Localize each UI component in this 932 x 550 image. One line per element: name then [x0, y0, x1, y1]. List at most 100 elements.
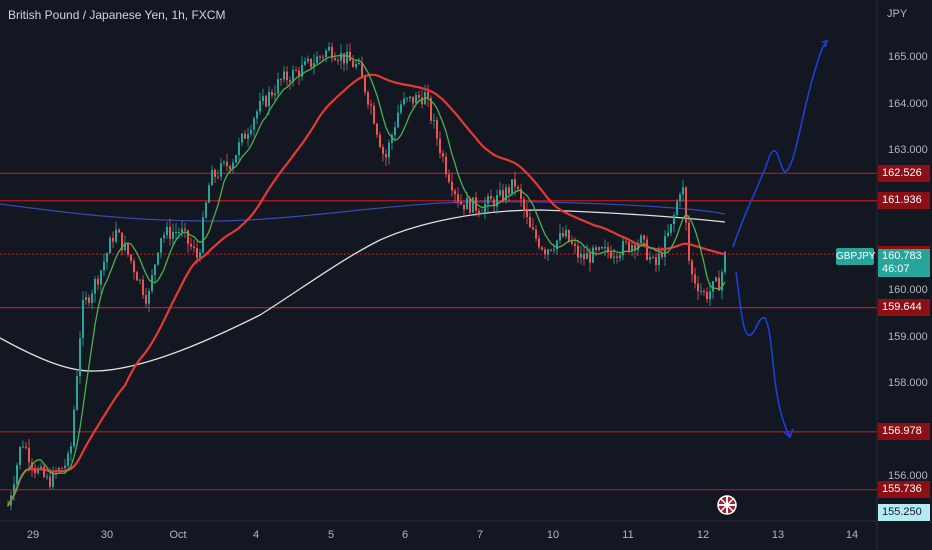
candle-body — [652, 257, 654, 259]
candle-body — [202, 217, 204, 253]
candle-body — [535, 229, 537, 239]
candle-body — [562, 233, 564, 237]
bearish-arrowhead — [783, 428, 794, 439]
candle-body — [64, 465, 66, 469]
candle-body — [343, 53, 345, 64]
candle-body — [364, 76, 366, 93]
time-tick-label: Oct — [169, 529, 187, 541]
candle-body — [187, 230, 189, 244]
candle-body — [520, 188, 522, 200]
price-tick-label: 163.000 — [888, 144, 928, 157]
candle-body — [484, 203, 486, 213]
candle-body — [175, 232, 177, 234]
candle-body — [370, 104, 372, 106]
candle-body — [409, 96, 411, 99]
candle-body — [631, 245, 633, 252]
price-tick-label: 159.000 — [888, 330, 928, 343]
candle-body — [523, 199, 525, 211]
candle-body — [604, 246, 606, 249]
candle-body — [553, 249, 555, 251]
candle-body — [103, 261, 105, 271]
candle-body — [361, 62, 363, 77]
candle-body — [634, 245, 636, 251]
candle-body — [496, 194, 498, 207]
candle-body — [625, 241, 627, 243]
candle-body — [178, 232, 180, 234]
level-label: 161.936 — [878, 192, 930, 210]
level-label: 155.250 — [878, 503, 930, 521]
time-tick-label: 29 — [26, 529, 40, 541]
slow-ma-line — [0, 209, 726, 372]
candle-body — [685, 187, 687, 223]
candle-body — [463, 204, 465, 210]
long-ma-line — [0, 201, 726, 222]
candle-body — [295, 70, 297, 72]
level-label: 159.644 — [878, 299, 930, 317]
candle-body — [592, 247, 594, 263]
candle-body — [658, 253, 660, 266]
candle-body — [643, 235, 645, 240]
candle-body — [607, 246, 609, 253]
candle-body — [571, 241, 573, 244]
candle-body — [226, 161, 228, 167]
candle-body — [43, 466, 45, 477]
candle-body — [427, 92, 429, 99]
candle-body — [436, 120, 438, 139]
candle-body — [490, 196, 492, 200]
candle-body — [316, 56, 318, 64]
candle-body — [151, 275, 153, 291]
candle-body — [457, 194, 459, 202]
candle-body — [130, 254, 132, 261]
candle-body — [541, 247, 543, 250]
candle-body — [265, 96, 267, 107]
uk-flag-icon[interactable] — [717, 495, 737, 515]
projection-drawings — [732, 39, 829, 439]
candle-body — [445, 156, 447, 175]
fast-moving-average — [7, 54, 726, 506]
candle-body — [352, 60, 354, 68]
candle-body — [646, 239, 648, 260]
candle-body — [559, 233, 561, 241]
candle-body — [148, 290, 150, 304]
candle-body — [145, 295, 147, 304]
candle-body — [667, 232, 669, 237]
candle-body — [517, 186, 519, 189]
candle-body — [502, 190, 504, 201]
candle-body — [661, 253, 663, 257]
candle-body — [664, 236, 666, 257]
candle-body — [616, 256, 618, 258]
candle-body — [382, 147, 384, 155]
candle-body — [376, 123, 378, 135]
symbol-badge: GBPJPY — [836, 248, 875, 265]
candle-body — [697, 283, 699, 292]
bearish-projection-path — [735, 271, 791, 437]
price-tick-label: 164.000 — [888, 97, 928, 110]
candle-body — [649, 257, 651, 260]
candle-body — [223, 161, 225, 164]
candle-body — [721, 271, 723, 291]
candle-body — [430, 98, 432, 121]
candle-body — [58, 467, 60, 472]
candle-body — [394, 127, 396, 135]
time-tick-label: 7 — [476, 529, 484, 541]
candle-body — [7, 505, 9, 507]
candle-body — [565, 229, 567, 237]
candle-body — [346, 51, 348, 64]
candle-body — [334, 58, 336, 61]
level-label: 155.736 — [878, 481, 930, 499]
candle-body — [628, 241, 630, 252]
candle-body — [13, 484, 15, 496]
candle-body — [184, 228, 186, 231]
candle-body — [550, 249, 552, 251]
candle-body — [331, 46, 333, 59]
candle-body — [700, 291, 702, 293]
candle-body — [289, 80, 291, 82]
candle-body — [637, 243, 639, 251]
candle-body — [208, 185, 210, 203]
candle-body — [181, 228, 183, 233]
candle-body — [277, 79, 279, 94]
candle-body — [61, 467, 63, 469]
candle-body — [76, 376, 78, 410]
candle-body — [193, 246, 195, 249]
